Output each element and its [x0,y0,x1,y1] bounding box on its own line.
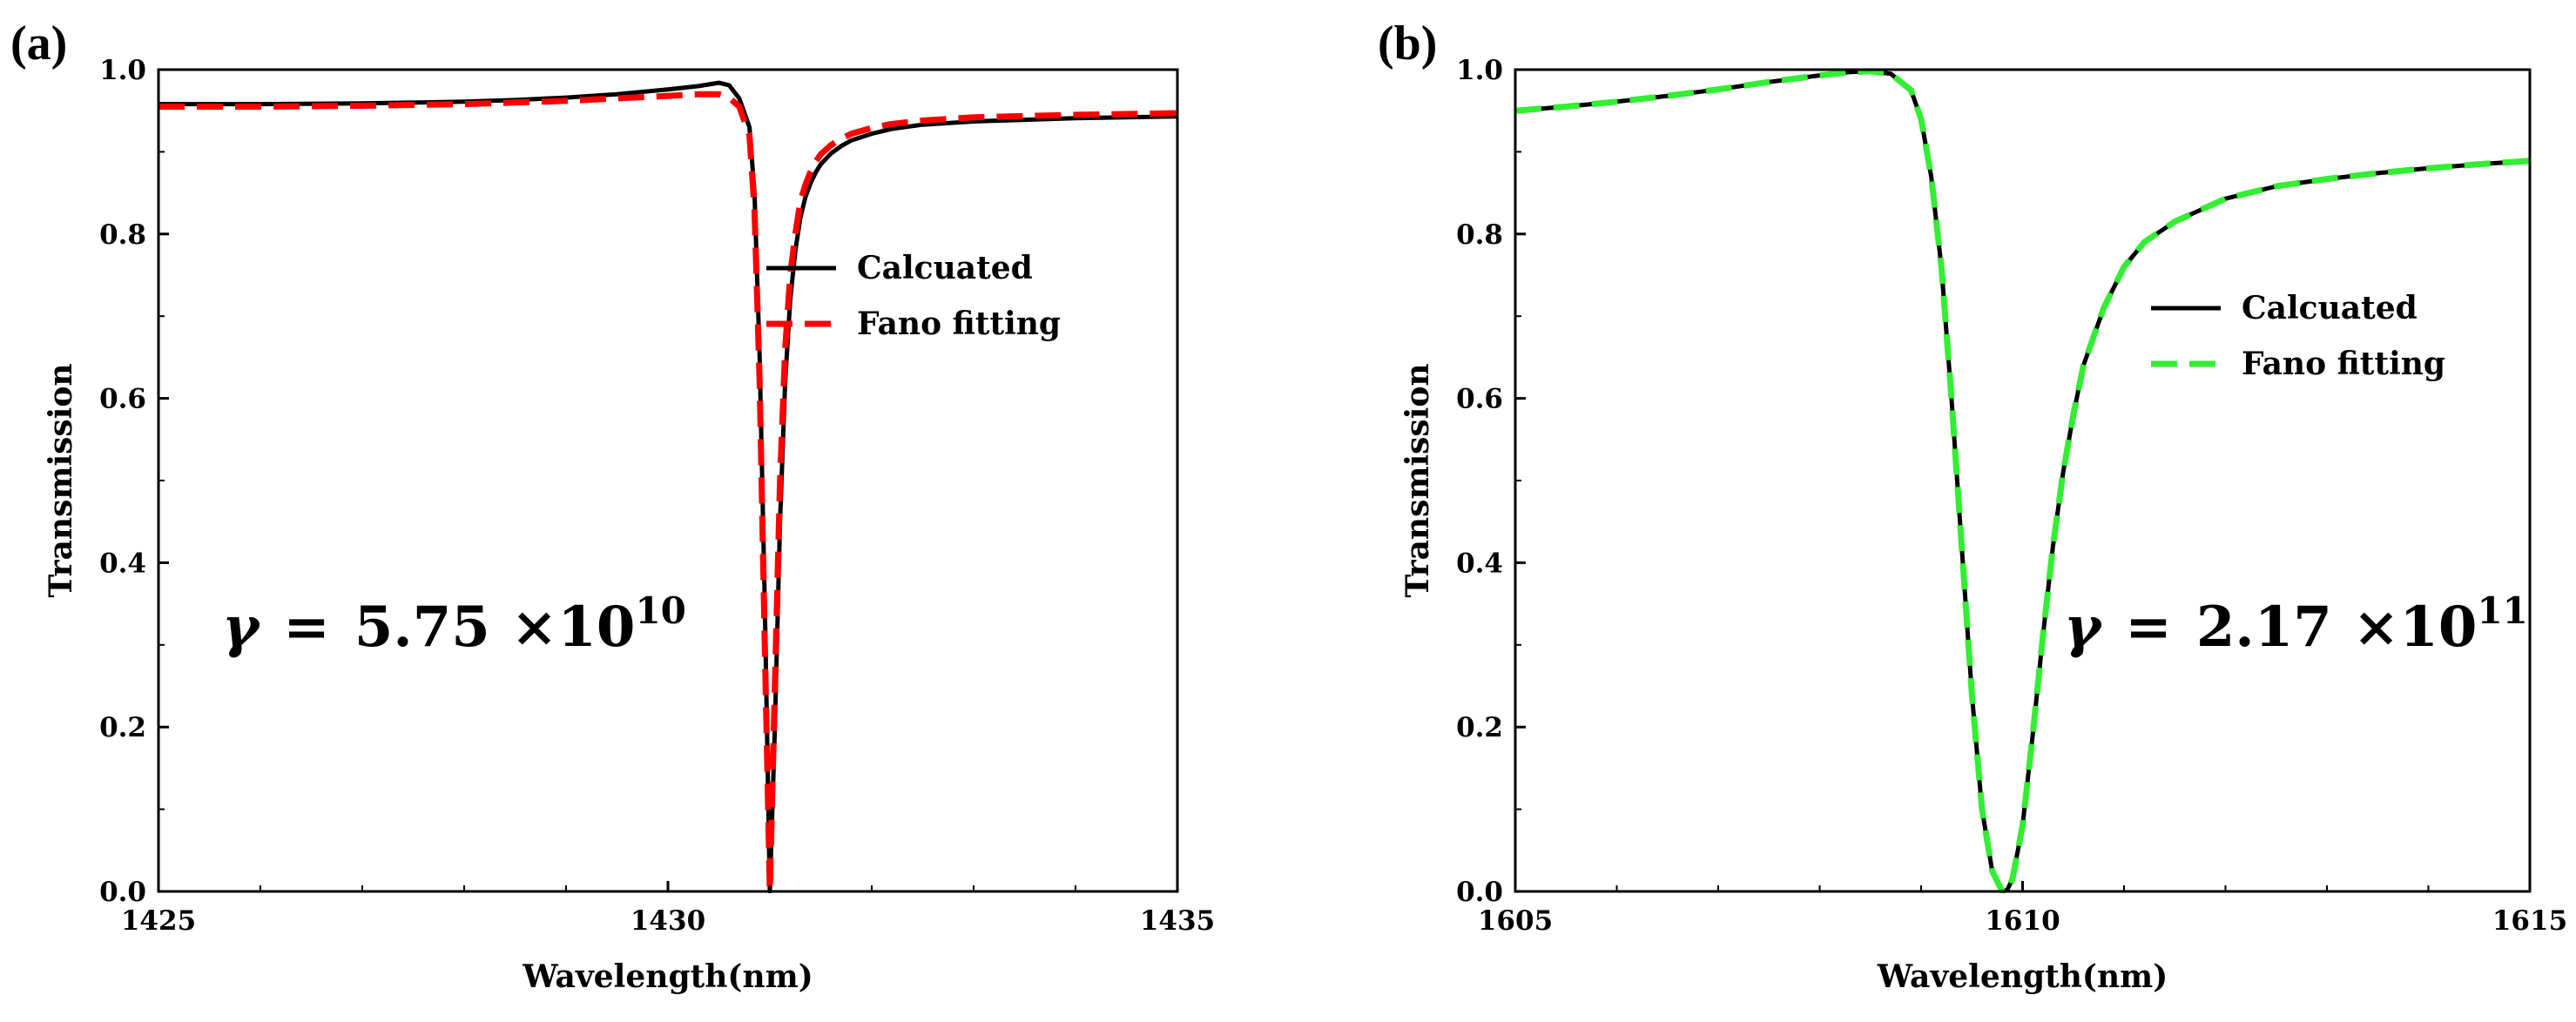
panel-a-label: (a) [10,17,67,71]
panel-a-y-tick-label: 0.8 [99,219,146,251]
panel-b-gamma-value: 2.17 [2196,595,2332,660]
panel-a-gamma-symbol: γ [222,595,261,660]
panel-b-legend-label-fano-fit: Fano fitting [2242,346,2445,382]
panel-a-y-axis-title: Transmission [43,363,79,597]
panel-b-gamma-annotation: γ = 2.17 ×1011 [2064,589,2528,660]
panel-b-x-tick-label: 1605 [1478,905,1553,937]
panel-a-legend-label-fano-fit: Fano fitting [857,306,1061,342]
panel-b-x-tick-label: 1610 [1985,905,2060,937]
panel-b-y-tick-label: 0.6 [1456,384,1503,415]
panel-a-gamma-annotation: γ = 5.75 ×1010 [222,589,686,660]
panel-b-series-fano-fit-line [1515,68,2530,893]
panel-a-y-tick-label: 1.0 [99,55,146,86]
panel-a-series-fano-fit-line [158,91,1177,893]
panel-b: 0.0 0.2 0.4 0.6 0.8 1.0 1605 1610 1615 Wavelength… [1378,17,2567,995]
panel-a-x-tick-label: 1425 [121,905,196,937]
panel-a-gamma-times: ×10 [511,595,636,660]
panel-b-legend-label-calculated: Calcuated [2242,290,2418,326]
panel-b-y-tick-label: 0.0 [1456,877,1503,908]
panel-a-x-tick-label: 1435 [1140,905,1215,937]
panel-b-x-axis-title: Wavelength(nm) [1877,958,2168,995]
panel-b-gamma-symbol: γ [2064,595,2103,660]
panel-b-gamma-times: ×10 [2353,595,2478,660]
panel-b-y-tick-label: 0.2 [1456,712,1503,743]
panel-a-y-tick-label: 0.2 [99,712,146,743]
panel-b-gamma-equals: = [2125,595,2172,660]
panel-b-label: (b) [1378,17,1437,71]
panel-a-legend-label-calculated: Calcuated [857,250,1033,286]
panel-a-series-group [158,80,1177,893]
panel-a-y-tick-label: 0.6 [99,384,146,415]
panel-a-y-tick-label: 0.4 [99,548,146,579]
panel-b-x-tick-label: 1615 [2492,905,2567,937]
panel-a-x-axis-title: Wavelength(nm) [522,958,813,995]
panel-b-y-tick-label: 0.8 [1456,219,1503,251]
panel-b-y-tick-label: 0.4 [1456,548,1503,579]
panel-a-gamma-exponent: 10 [635,589,685,632]
panel-a: 0.0 0.2 0.4 0.6 0.8 1.0 1425 1430 1435 Wavelength… [10,17,1215,995]
panel-a-series-calculated-line [158,80,1177,893]
panel-a-x-tick-label: 1430 [631,905,705,937]
panel-a-legend: Calcuated Fano fitting [766,250,1061,342]
panel-a-gamma-equals: = [283,595,330,660]
panel-b-gamma-exponent: 11 [2477,589,2527,632]
panel-b-y-axis-title: Transmission [1399,363,1436,597]
panel-a-gamma-value: 5.75 [354,595,490,660]
panel-b-legend: Calcuated Fano fitting [2151,290,2445,382]
panel-a-y-tick-label: 0.0 [99,877,146,908]
panel-b-y-tick-label: 1.0 [1456,55,1503,86]
